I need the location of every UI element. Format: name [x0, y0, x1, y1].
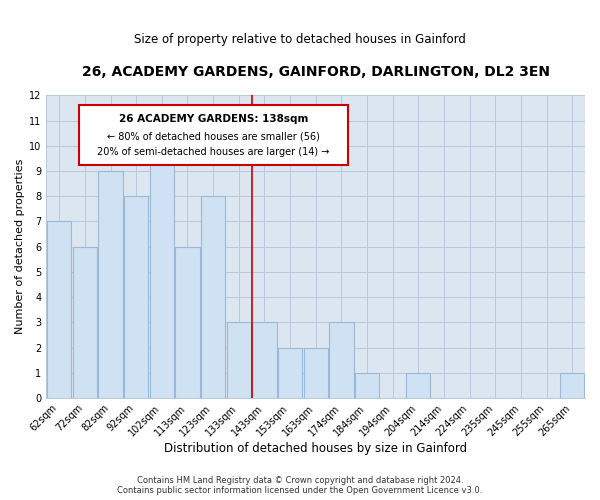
Text: 26 ACADEMY GARDENS: 138sqm: 26 ACADEMY GARDENS: 138sqm	[119, 114, 308, 124]
Bar	[124, 196, 148, 398]
Text: Size of property relative to detached houses in Gainford: Size of property relative to detached ho…	[134, 32, 466, 46]
Bar	[406, 373, 430, 398]
Text: Contains HM Land Registry data © Crown copyright and database right 2024.
Contai: Contains HM Land Registry data © Crown c…	[118, 476, 482, 495]
Bar	[329, 322, 353, 398]
Bar	[278, 348, 302, 398]
Bar	[175, 246, 200, 398]
Bar	[73, 246, 97, 398]
Bar	[149, 146, 174, 398]
Bar	[227, 322, 251, 398]
X-axis label: Distribution of detached houses by size in Gainford: Distribution of detached houses by size …	[164, 442, 467, 455]
Title: 26, ACADEMY GARDENS, GAINFORD, DARLINGTON, DL2 3EN: 26, ACADEMY GARDENS, GAINFORD, DARLINGTO…	[82, 65, 550, 79]
Y-axis label: Number of detached properties: Number of detached properties	[15, 159, 25, 334]
Bar	[355, 373, 379, 398]
Text: ← 80% of detached houses are smaller (56): ← 80% of detached houses are smaller (56…	[107, 132, 320, 141]
Bar	[304, 348, 328, 398]
Bar	[47, 222, 71, 398]
Bar	[201, 196, 225, 398]
Bar	[560, 373, 584, 398]
Bar	[98, 171, 123, 398]
FancyBboxPatch shape	[79, 104, 348, 165]
Text: 20% of semi-detached houses are larger (14) →: 20% of semi-detached houses are larger (…	[97, 147, 329, 157]
Bar	[252, 322, 277, 398]
